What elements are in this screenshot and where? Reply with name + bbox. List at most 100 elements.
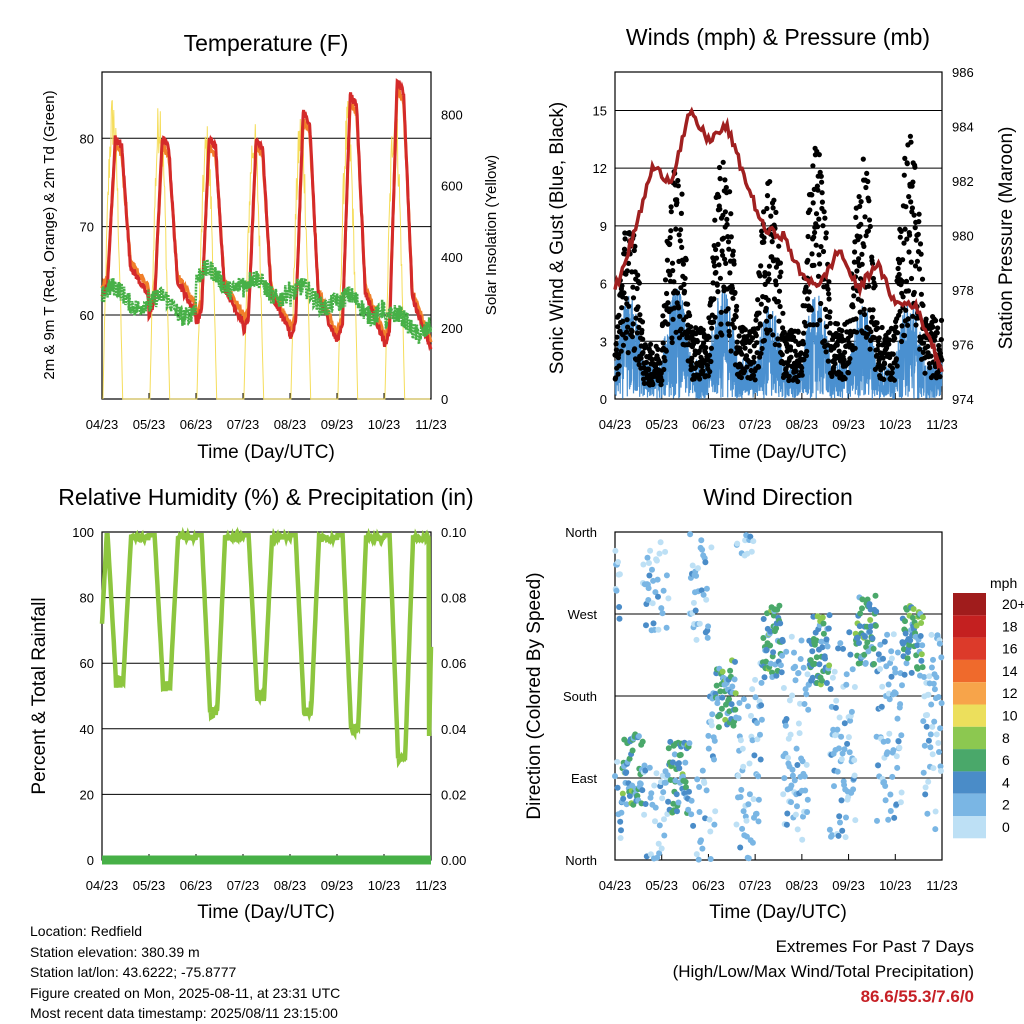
direction-point (796, 730, 803, 737)
direction-point (743, 817, 750, 824)
direction-point (888, 648, 895, 655)
direction-point (749, 686, 756, 693)
gust-point (759, 345, 765, 352)
humidity-xtick-label: 11/23 (415, 878, 447, 893)
gust-point (921, 340, 927, 346)
gust-point (626, 303, 632, 309)
gust-point (751, 359, 757, 365)
humidity-xtick-label: 09/23 (321, 878, 354, 893)
gust-point (725, 239, 732, 245)
legend-label: 10 (1002, 708, 1018, 724)
gust-point (715, 241, 721, 247)
direction-xtick-label: 10/23 (879, 878, 912, 893)
direction-point (882, 783, 889, 789)
gust-point (818, 173, 824, 179)
gust-point (639, 319, 646, 325)
direction-point (653, 557, 660, 564)
direction-point (683, 784, 689, 791)
direction-xtick-label: 07/23 (739, 878, 772, 893)
gust-point (720, 235, 727, 241)
gust-point (922, 370, 928, 376)
direction-point (755, 818, 762, 825)
direction-point (835, 832, 842, 839)
gust-point (808, 307, 815, 313)
direction-point (862, 633, 868, 640)
legend-label: 2 (1002, 797, 1010, 813)
direction-point (899, 682, 905, 689)
gust-point (788, 347, 794, 353)
direction-point (783, 821, 790, 828)
gust-point (667, 241, 673, 247)
direction-point (665, 595, 672, 602)
gust-point (839, 328, 845, 334)
direction-point (711, 737, 718, 744)
direction-point (696, 809, 703, 815)
direction-point (733, 821, 740, 828)
temperature-ylabel-left: 2m & 9m T (Red, Orange) & 2m Td (Green) (41, 90, 58, 379)
gust-point (623, 329, 630, 335)
direction-point (698, 537, 705, 544)
gust-point (907, 133, 914, 139)
direction-point (932, 826, 939, 833)
direction-point (658, 845, 665, 852)
gust-point (863, 184, 869, 191)
gust-point (756, 310, 762, 316)
direction-point (717, 712, 723, 719)
gust-point (812, 229, 818, 236)
direction-points (612, 531, 945, 863)
direction-point (857, 610, 864, 617)
gust-point (859, 261, 865, 267)
direction-point (835, 645, 842, 652)
gust-point (667, 235, 673, 241)
winds-panel: Winds (mph) & Pressure (mb) Time (Day/UT… (547, 24, 1017, 463)
direction-point (901, 671, 908, 678)
pressure-ytick-label: 982 (952, 174, 974, 189)
gust-point (771, 197, 777, 203)
gust-point (621, 290, 627, 296)
gust-point (841, 337, 847, 343)
direction-point (714, 700, 721, 707)
direction-point (689, 562, 696, 569)
humidity-ytick-label: 100 (72, 525, 94, 540)
gust-point (908, 275, 915, 282)
direction-point (782, 722, 789, 729)
gust-point (852, 345, 858, 351)
direction-point (840, 645, 846, 652)
gust-point (799, 372, 805, 378)
gust-point (875, 342, 882, 348)
direction-point (897, 701, 904, 708)
gust-point (723, 184, 729, 191)
direction-point (918, 651, 925, 658)
direction-point (645, 585, 652, 592)
direction-point (690, 599, 697, 606)
direction-point (888, 673, 895, 680)
gust-point (869, 314, 875, 320)
direction-point (732, 706, 739, 713)
pressure-ytick-label: 980 (952, 229, 974, 244)
station-elevation: Station elevation: 380.39 m (30, 943, 200, 960)
direction-point (658, 605, 665, 612)
gust-point (769, 254, 775, 260)
gust-point (927, 365, 933, 371)
gust-point (780, 325, 786, 331)
winds-xtick-label: 04/23 (599, 417, 632, 432)
gust-point (615, 324, 621, 330)
pressure-ytick-label: 974 (952, 392, 974, 407)
direction-point (698, 837, 704, 844)
gust-point (712, 314, 718, 320)
gust-point (916, 211, 922, 217)
direction-point (937, 768, 944, 774)
direction-point (928, 664, 935, 671)
direction-point (803, 761, 810, 768)
gust-point (630, 321, 636, 327)
direction-point (662, 779, 669, 786)
direction-point (748, 548, 755, 555)
gust-point (933, 318, 939, 324)
direction-point (877, 666, 883, 672)
direction-point (618, 809, 625, 816)
direction-point (804, 809, 811, 815)
gust-point (753, 333, 759, 339)
gust-point (741, 368, 748, 374)
direction-point (937, 725, 944, 732)
direction-point (687, 531, 694, 538)
